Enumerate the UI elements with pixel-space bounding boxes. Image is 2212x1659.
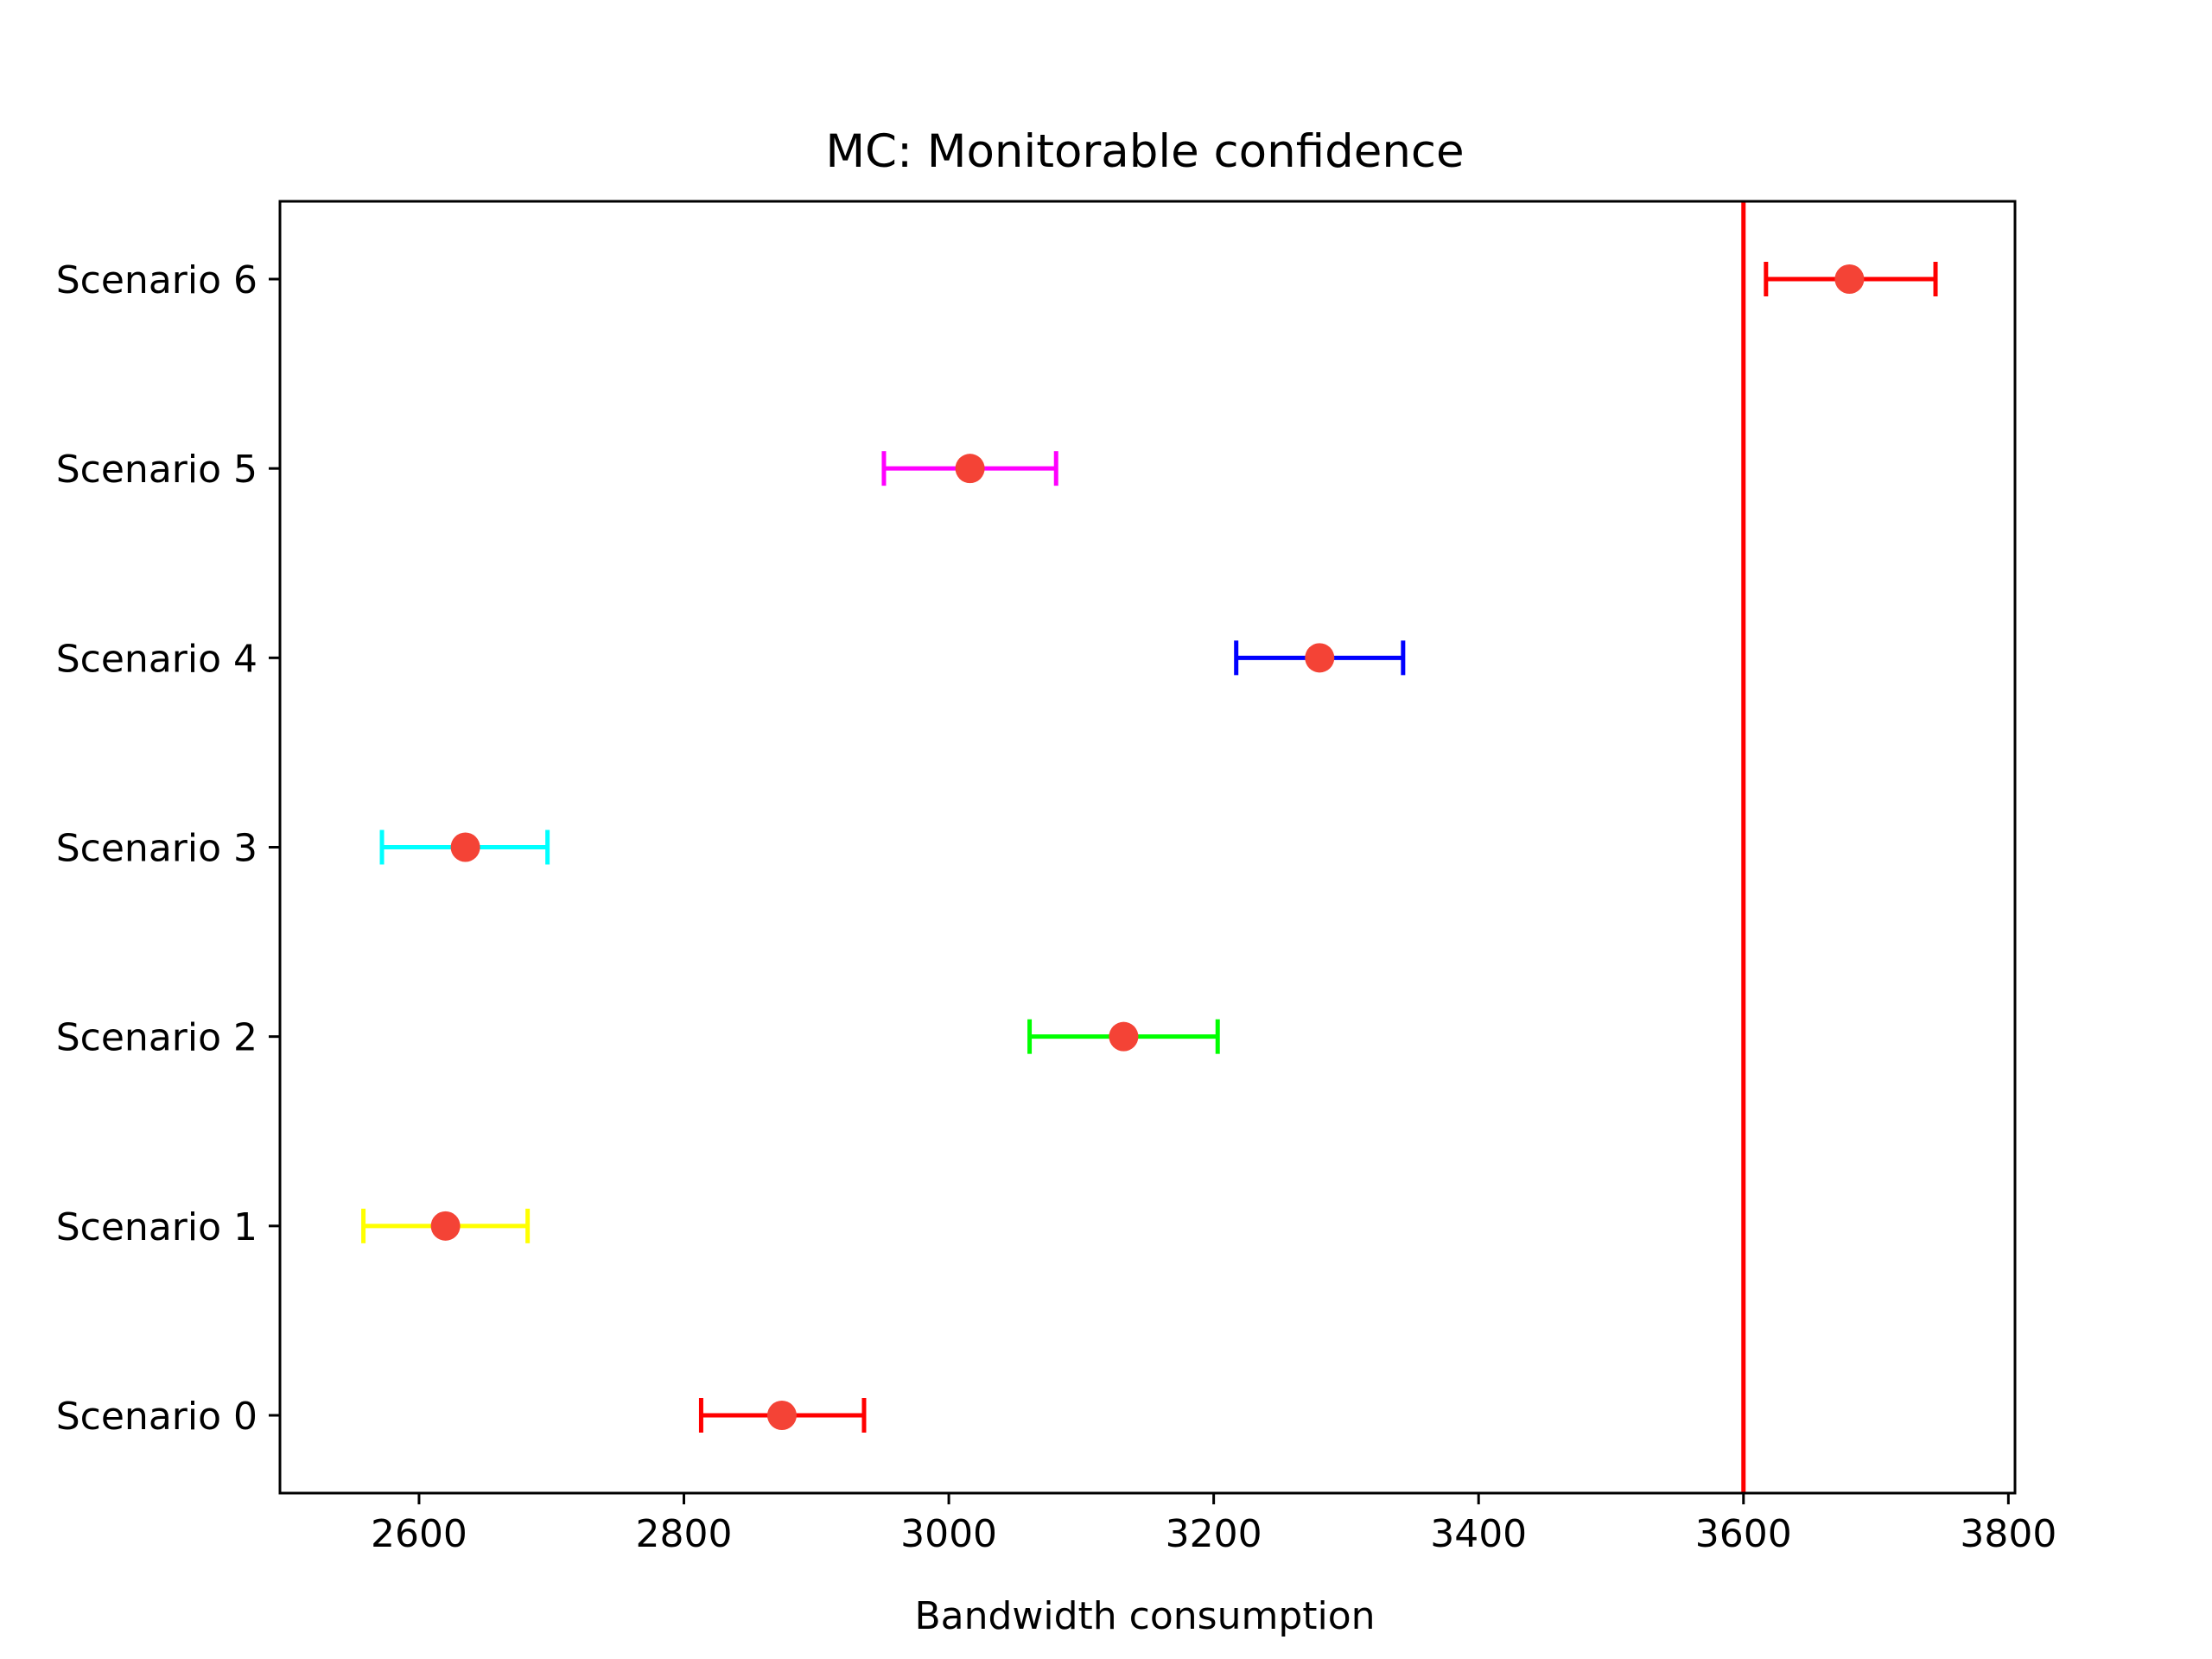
data-point <box>1305 643 1335 673</box>
y-tick-label: Scenario 5 <box>56 448 257 492</box>
x-axis-label: Bandwidth consumption <box>914 1594 1375 1638</box>
data-point <box>955 454 985 484</box>
x-tick-label: 3400 <box>1430 1512 1527 1556</box>
errorbar-1 <box>361 1208 531 1243</box>
errorbar-3 <box>379 830 550 865</box>
data-point <box>450 832 480 862</box>
x-tick-label: 3600 <box>1695 1512 1792 1556</box>
x-tick-label: 2600 <box>371 1512 467 1556</box>
errorbar-5 <box>881 451 1058 486</box>
x-tick-label: 3200 <box>1166 1512 1262 1556</box>
y-tick-label: Scenario 6 <box>56 258 257 302</box>
x-tick-label: 2800 <box>636 1512 733 1556</box>
y-tick-label: Scenario 2 <box>56 1016 257 1060</box>
chart-title: MC: Monitorable confidence <box>825 125 1464 178</box>
errorbar-2 <box>1027 1019 1220 1054</box>
errorbar-4 <box>1234 640 1406 676</box>
plot-marks <box>361 201 1938 1493</box>
x-tick-label: 3800 <box>1960 1512 2056 1556</box>
y-tick-label: Scenario 1 <box>56 1205 257 1249</box>
data-point <box>1834 264 1865 294</box>
x-tick-label: 3000 <box>900 1512 997 1556</box>
y-tick-label: Scenario 0 <box>56 1395 257 1439</box>
y-tick-label: Scenario 4 <box>56 637 257 681</box>
y-axis: Scenario 0 Scenario 1 Scenario 2 Scenario 3… <box>56 258 280 1439</box>
x-axis: 2600 2800 3000 3200 3400 3600 3800 <box>371 1493 2056 1556</box>
y-tick-label: Scenario 3 <box>56 827 257 871</box>
errorbar-0 <box>698 1398 867 1433</box>
data-point <box>1109 1021 1139 1052</box>
errorbar-6 <box>1764 262 1938 296</box>
data-point <box>766 1401 797 1430</box>
data-point <box>430 1211 461 1241</box>
